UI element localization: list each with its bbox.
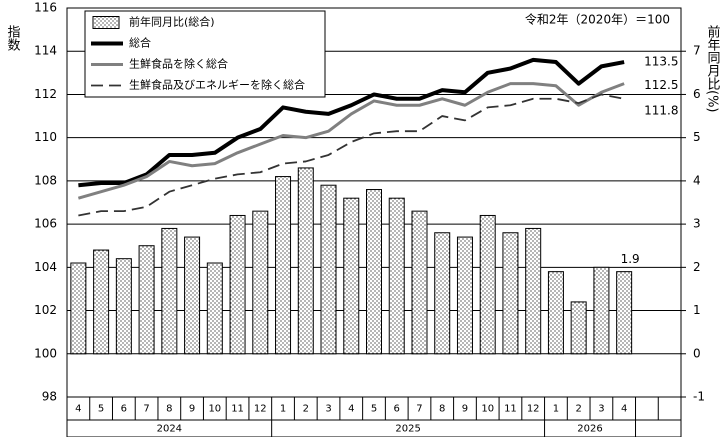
bar [93, 249, 110, 355]
x-tick-label: 7 [416, 404, 422, 415]
y2-tick-label: 4 [693, 173, 701, 187]
bar [229, 214, 246, 355]
y2-tick-label: 0 [693, 346, 701, 360]
y-tick-label: 114 [34, 44, 57, 58]
bar [434, 232, 451, 355]
bar [388, 197, 405, 355]
bar [525, 227, 542, 355]
legend-label: 生鮮食品を除く総合 [129, 57, 228, 71]
x-tick-label: 10 [481, 404, 494, 415]
x-tick-label: 5 [371, 404, 377, 415]
bar [70, 262, 87, 355]
x-tick-label: 1 [280, 404, 286, 415]
bar [547, 271, 564, 355]
y2-tick-label: 7 [693, 44, 701, 58]
line-series [77, 82, 625, 200]
y2-tick-label: 6 [693, 87, 701, 101]
x-group-label: 2026 [577, 424, 602, 435]
x-tick-label: 9 [462, 404, 468, 415]
x-tick-label: 7 [143, 404, 149, 415]
bar [297, 167, 314, 355]
bar [456, 236, 473, 355]
y2-tick-label: 5 [693, 130, 701, 144]
legend-box [84, 10, 326, 98]
y-tick-label: 106 [34, 217, 57, 231]
bar [252, 210, 269, 355]
x-group-label: 2025 [395, 424, 420, 435]
x-tick-label: 1 [553, 404, 559, 415]
y-tick-label: 108 [34, 173, 57, 187]
end-label: 112.5 [644, 78, 678, 92]
bar [206, 262, 223, 355]
data-label: 1.9 [621, 252, 640, 266]
legend-label: 総合 [129, 36, 151, 50]
bar [593, 266, 610, 355]
x-tick-label: 4 [348, 404, 354, 415]
y-tick-label: 110 [34, 130, 57, 144]
bar [161, 227, 178, 355]
end-label: 111.8 [644, 103, 678, 117]
bar [366, 189, 382, 355]
x-tick-label: 3 [325, 404, 331, 415]
x-tick-label: 10 [208, 404, 221, 415]
annotation: 令和2年（2020年）＝100 [525, 12, 670, 27]
bar [479, 214, 496, 355]
x-group-label: 2024 [157, 424, 182, 435]
x-tick-label: 9 [189, 404, 195, 415]
legend-label: 生鮮食品及びエネルギーを除く総合 [129, 78, 305, 92]
bar [343, 197, 360, 355]
x-tick-label: 12 [254, 404, 267, 415]
x-tick-label: 5 [98, 404, 104, 415]
bar [115, 258, 132, 355]
bar [184, 236, 201, 355]
x-tick-label: 4 [621, 404, 627, 415]
x-tick-label: 6 [121, 404, 127, 415]
y2-tick-label: 1 [693, 303, 701, 317]
y-tick-label: 116 [34, 1, 57, 15]
bar [275, 176, 292, 355]
bar [616, 271, 633, 355]
x-tick-label: 8 [166, 404, 172, 415]
y2-tick-label: -1 [693, 390, 705, 404]
x-tick-label: 2 [575, 404, 581, 415]
legend-swatch [92, 16, 120, 29]
x-tick-label: 6 [394, 404, 400, 415]
plot-frame [66, 7, 682, 437]
y-tick-label: 104 [34, 260, 57, 274]
y-tick-label: 98 [42, 390, 57, 404]
x-tick-label: 11 [231, 404, 244, 415]
x-tick-label: 2 [303, 404, 309, 415]
bar [320, 184, 337, 355]
y-tick-label: 102 [34, 303, 57, 317]
y2-tick-label: 3 [693, 217, 701, 231]
line-series [78, 57, 625, 188]
legend-label: 前年同月比(総合) [129, 15, 215, 29]
bar [138, 245, 155, 355]
x-tick-label: 3 [598, 404, 604, 415]
end-label: 113.5 [644, 55, 678, 69]
x-tick-label: 12 [527, 404, 540, 415]
x-tick-label: 4 [75, 404, 81, 415]
y-tick-label: 100 [34, 346, 57, 360]
x-tick-label: 8 [439, 404, 445, 415]
bar [570, 301, 587, 355]
bar [502, 232, 519, 355]
x-tick-label: 11 [504, 404, 517, 415]
y2-axis-title: 前年同月比(%) [705, 24, 721, 112]
y-axis-title: 指数 [5, 25, 21, 51]
y-tick-label: 112 [34, 87, 57, 101]
line-series [78, 93, 625, 217]
y2-tick-label: 2 [693, 260, 701, 274]
bar [411, 210, 428, 355]
